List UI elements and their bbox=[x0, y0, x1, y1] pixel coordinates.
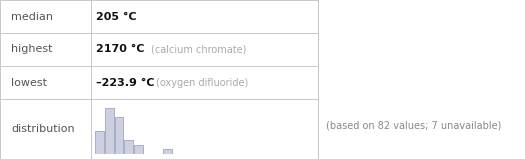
Text: 205 °C: 205 °C bbox=[96, 11, 136, 21]
Bar bbox=[163, 149, 172, 154]
Text: median: median bbox=[11, 11, 53, 21]
Text: (calcium chromate): (calcium chromate) bbox=[151, 45, 247, 55]
Bar bbox=[134, 145, 143, 154]
Text: lowest: lowest bbox=[11, 77, 47, 87]
Bar bbox=[105, 108, 114, 154]
Text: highest: highest bbox=[11, 45, 52, 55]
Bar bbox=[124, 140, 133, 154]
Text: distribution: distribution bbox=[11, 124, 75, 134]
Bar bbox=[96, 131, 104, 154]
Text: –223.9 °C: –223.9 °C bbox=[96, 77, 154, 87]
Text: 2170 °C: 2170 °C bbox=[96, 45, 144, 55]
Text: (based on 82 values; 7 unavailable): (based on 82 values; 7 unavailable) bbox=[326, 121, 501, 131]
Text: (oxygen difluoride): (oxygen difluoride) bbox=[156, 77, 249, 87]
Bar bbox=[115, 117, 123, 154]
